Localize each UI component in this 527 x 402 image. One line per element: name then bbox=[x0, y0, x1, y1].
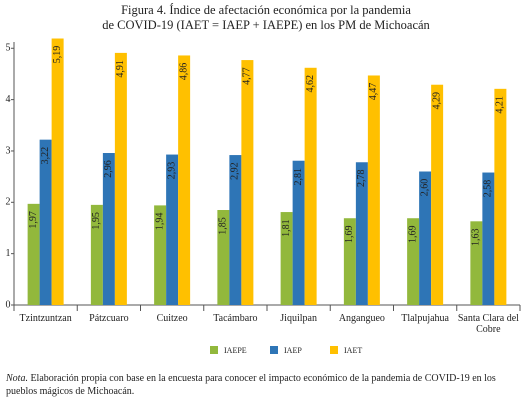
x-tick-label: Tlalpujahua bbox=[401, 313, 449, 324]
chart-title: de COVID-19 (IAET = IAEP + IAEPE) en los… bbox=[102, 18, 430, 32]
value-label: 1,97 bbox=[28, 211, 39, 229]
x-tick-label: Santa Clara del Cobre bbox=[457, 313, 519, 335]
value-label: 3,22 bbox=[40, 147, 51, 165]
value-label: 5,19 bbox=[52, 46, 63, 64]
bar bbox=[343, 218, 356, 305]
note-text: Elaboración propia con base en la encues… bbox=[6, 373, 496, 397]
x-tick-label: Cuitzeo bbox=[156, 313, 188, 324]
bar bbox=[241, 60, 254, 306]
value-label: 1,69 bbox=[344, 225, 355, 243]
y-tick-label: 0 bbox=[6, 299, 11, 310]
bar bbox=[217, 210, 230, 305]
x-tick-label: Tacámbaro bbox=[213, 313, 258, 324]
value-label: 1,94 bbox=[154, 213, 165, 231]
value-label: 4,29 bbox=[431, 92, 442, 110]
bar bbox=[431, 84, 444, 305]
value-label: 1,63 bbox=[471, 229, 482, 247]
value-label: 4,86 bbox=[178, 63, 189, 81]
chart-title: Figura 4. Índice de afectación económica… bbox=[121, 3, 411, 17]
bar bbox=[27, 203, 40, 305]
bar bbox=[292, 160, 305, 305]
value-label: 2,96 bbox=[103, 160, 114, 178]
value-label: 2,60 bbox=[419, 179, 430, 197]
legend-swatch bbox=[330, 346, 338, 354]
value-label: 4,91 bbox=[115, 60, 126, 78]
bar bbox=[90, 204, 103, 305]
legend-label: IAET bbox=[344, 346, 362, 355]
value-label: 2,78 bbox=[356, 170, 367, 188]
bar bbox=[482, 172, 495, 305]
bar bbox=[419, 171, 432, 305]
y-tick-label: 4 bbox=[6, 94, 11, 105]
note-label: Nota. bbox=[6, 373, 28, 384]
y-tick-label: 1 bbox=[6, 248, 11, 259]
x-tick-label: Angangueo bbox=[338, 313, 385, 324]
bar bbox=[154, 205, 167, 305]
legend-label: IAEPE bbox=[224, 346, 247, 355]
bar bbox=[407, 218, 420, 305]
x-tick-label: Pátzcuaro bbox=[89, 313, 129, 324]
value-label: 4,47 bbox=[368, 83, 379, 101]
value-label: 2,81 bbox=[293, 168, 304, 186]
y-tick-label: 5 bbox=[6, 43, 11, 54]
legend-swatch bbox=[210, 346, 218, 354]
value-label: 1,85 bbox=[218, 217, 229, 235]
y-tick-label: 3 bbox=[6, 145, 11, 156]
value-label: 4,62 bbox=[305, 75, 316, 93]
bar bbox=[229, 155, 242, 305]
bar bbox=[280, 212, 293, 305]
bar bbox=[494, 88, 507, 305]
y-tick-label: 2 bbox=[6, 197, 11, 208]
bar bbox=[367, 75, 380, 305]
value-label: 4,77 bbox=[242, 67, 253, 85]
bar bbox=[355, 162, 368, 305]
x-tick-label: Tzintzuntzan bbox=[19, 313, 72, 324]
value-label: 2,58 bbox=[483, 180, 494, 198]
bar bbox=[51, 38, 64, 306]
value-label: 2,92 bbox=[230, 162, 241, 180]
value-label: 2,93 bbox=[166, 162, 177, 180]
bar bbox=[39, 139, 52, 305]
bar bbox=[114, 52, 127, 306]
value-label: 1,81 bbox=[281, 219, 292, 237]
bar bbox=[470, 221, 483, 305]
x-tick-label: Jiquilpan bbox=[280, 313, 317, 324]
value-label: 4,21 bbox=[495, 96, 506, 114]
value-label: 1,69 bbox=[407, 225, 418, 243]
legend-label: IAEP bbox=[284, 346, 302, 355]
bar bbox=[166, 154, 179, 305]
bar bbox=[102, 153, 115, 305]
legend-swatch bbox=[270, 346, 278, 354]
bar bbox=[178, 55, 191, 306]
note: Nota. Elaboración propia con base en la … bbox=[6, 372, 521, 398]
bar bbox=[304, 67, 317, 306]
value-label: 1,95 bbox=[91, 212, 102, 230]
